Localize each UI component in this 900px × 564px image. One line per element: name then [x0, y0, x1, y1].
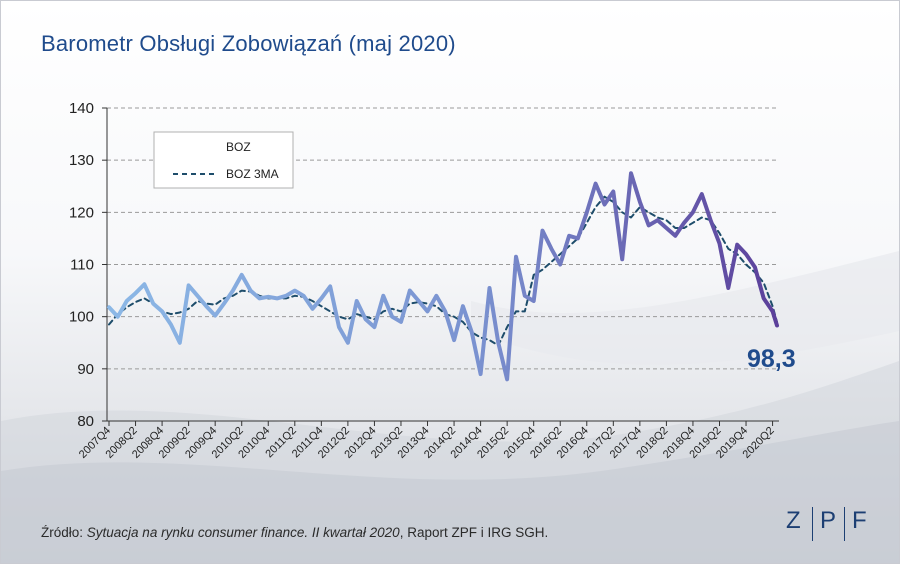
source-prefix: Źródło:	[41, 525, 87, 540]
grid-lines	[107, 107, 779, 370]
background-wave-1	[1, 361, 899, 563]
last-value-callout: 98,3	[747, 345, 796, 373]
y-axis-ticks: 80 90 100 110 120 130 140	[69, 100, 107, 430]
series-lines	[107, 171, 779, 382]
legend-label-boz-3ma: BOZ 3MA	[226, 167, 279, 181]
source-suffix: , Raport ZPF i IRG SGH.	[399, 525, 549, 540]
y-tick-label: 110	[70, 257, 94, 274]
background-wave-2	[1, 421, 899, 563]
series-line-boz	[107, 171, 779, 382]
y-tick-label: 140	[69, 100, 94, 117]
y-tick-label: 130	[69, 152, 94, 169]
page-title: Barometr Obsługi Zobowiązań (maj 2020)	[41, 31, 456, 56]
background-wave-3	[471, 251, 899, 365]
x-axis-ticks: 2007Q42008Q22008Q42009Q22009Q42010Q22010…	[77, 421, 777, 461]
series-line-boz-3ma	[108, 195, 778, 347]
legend: BOZ BOZ 3MA	[153, 131, 294, 189]
y-tick-label: 120	[69, 204, 94, 221]
y-tick-label: 100	[69, 309, 94, 326]
legend-label-boz: BOZ	[226, 140, 251, 154]
y-tick-label: 90	[77, 361, 94, 378]
logo-letter-z: Z	[786, 507, 801, 534]
y-tick-label: 80	[77, 413, 94, 430]
source-title: Sytuacja na rynku consumer finance. II k…	[86, 525, 400, 540]
logo-letter-p: P	[820, 507, 837, 534]
logo-letter-f: F	[852, 507, 867, 534]
logo-separator	[812, 507, 813, 541]
source-note: Źródło: Sytuacja na rynku consumer finan…	[41, 525, 548, 540]
legend-box	[153, 131, 294, 189]
logo-separator	[844, 507, 845, 541]
zpf-logo: Z P F	[782, 507, 874, 543]
